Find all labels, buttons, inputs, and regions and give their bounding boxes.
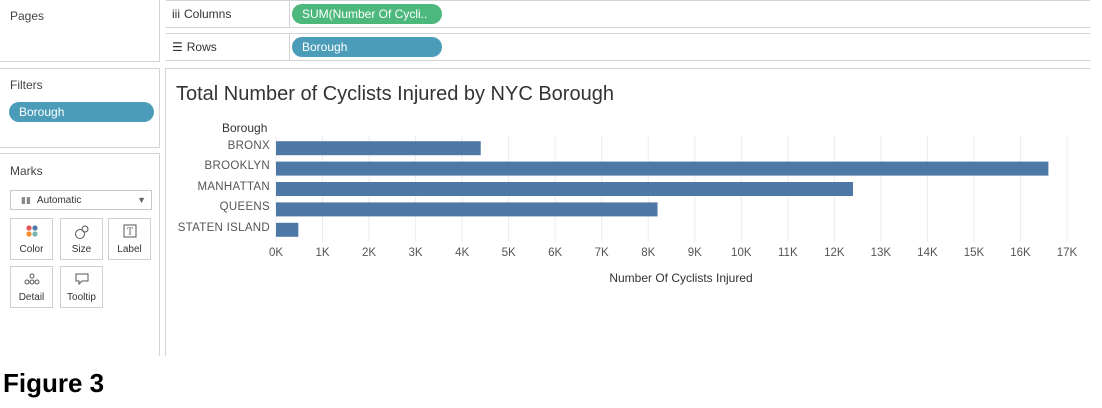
x-tick-label: 6K: [548, 247, 563, 259]
pages-title: Pages: [10, 9, 45, 23]
color-dots-icon: [11, 224, 52, 244]
x-tick-label: 0K: [268, 247, 284, 259]
columns-icon: iii: [172, 7, 180, 21]
left-panel: Pages Filters Borough Marks ▮▮ Automatic …: [0, 0, 160, 356]
filters-title: Filters: [10, 78, 43, 92]
bar-manhattan[interactable]: [276, 182, 853, 196]
bar-bronx[interactable]: [276, 141, 481, 156]
x-tick-label: 13K: [870, 247, 892, 259]
mark-type-dropdown[interactable]: ▮▮ Automatic ▼: [10, 190, 152, 210]
x-tick-label: 2K: [362, 247, 377, 259]
svg-text:T: T: [126, 228, 132, 238]
figure-caption: Figure 3: [3, 368, 105, 398]
detail-button[interactable]: Detail: [10, 266, 53, 308]
x-axis-label: Number Of Cyclists Injured: [609, 271, 753, 285]
rows-pill[interactable]: Borough: [292, 37, 442, 57]
label-button[interactable]: T Label: [108, 218, 151, 260]
chart-title: Total Number of Cyclists Injured by NYC …: [176, 83, 614, 105]
x-tick-label: 15K: [963, 247, 985, 259]
x-tick-label: 5K: [501, 247, 516, 259]
columns-shelf: iii Columns SUM(Number Of Cycli..: [166, 0, 1090, 28]
tooltip-button-label: Tooltip: [67, 292, 96, 303]
size-icon: [61, 224, 102, 244]
marks-card: Marks ▮▮ Automatic ▼ Color Size T Label: [0, 153, 160, 356]
x-tick-label: 11K: [778, 247, 798, 259]
bar-chart-icon: ▮▮: [21, 195, 31, 205]
size-button-label: Size: [71, 244, 92, 255]
category-label: BROOKLYN: [204, 160, 270, 173]
size-button[interactable]: Size: [60, 218, 103, 260]
x-tick-label: 17K: [1056, 247, 1078, 259]
tooltip-button[interactable]: Tooltip: [60, 266, 103, 308]
chart-view: [165, 68, 1090, 356]
x-tick-label: 7K: [594, 247, 609, 259]
x-tick-label: 14K: [917, 247, 938, 259]
detail-button-label: Detail: [18, 292, 45, 303]
color-button[interactable]: Color: [10, 218, 53, 260]
filter-pill-borough[interactable]: Borough: [9, 102, 154, 122]
category-label: QUEENS: [219, 201, 270, 214]
rows-shelf: ☰ Rows Borough: [166, 33, 1090, 61]
bar-brooklyn[interactable]: [276, 161, 1049, 176]
columns-pill[interactable]: SUM(Number Of Cycli..: [292, 4, 442, 24]
x-tick-label: 3K: [408, 247, 423, 259]
rows-icon: ☰: [172, 40, 183, 54]
category-label: MANHATTAN: [197, 180, 270, 193]
detail-icon: [11, 272, 52, 292]
x-tick-label: 10K: [731, 247, 752, 259]
rows-label-text: Rows: [186, 40, 217, 54]
category-label: BRONX: [227, 140, 270, 152]
bar-staten-island[interactable]: [276, 222, 299, 237]
label-button-label: Label: [117, 244, 142, 255]
x-tick-label: 4K: [455, 247, 470, 259]
color-button-label: Color: [19, 244, 44, 255]
x-tick-label: 1K: [315, 247, 330, 259]
columns-shelf-label: iii Columns: [172, 1, 290, 27]
label-icon: T: [109, 224, 150, 244]
columns-label-text: Columns: [184, 7, 232, 21]
x-tick-label: 8K: [641, 247, 656, 259]
pages-card: Pages: [0, 0, 160, 62]
mark-type-value: Automatic: [36, 195, 82, 206]
category-label: STATEN ISLAND: [177, 221, 270, 234]
x-tick-label: 16K: [1010, 247, 1031, 259]
rows-shelf-label: ☰ Rows: [172, 34, 290, 60]
tooltip-icon: [61, 272, 102, 292]
x-tick-label: 12K: [824, 247, 845, 259]
x-tick-label: 9K: [687, 247, 702, 259]
chevron-down-icon: ▼: [137, 195, 146, 205]
bar-queens[interactable]: [276, 202, 658, 217]
row-header-borough: Borough: [222, 121, 268, 135]
filters-card: Filters Borough: [0, 68, 160, 148]
marks-title: Marks: [10, 164, 43, 178]
